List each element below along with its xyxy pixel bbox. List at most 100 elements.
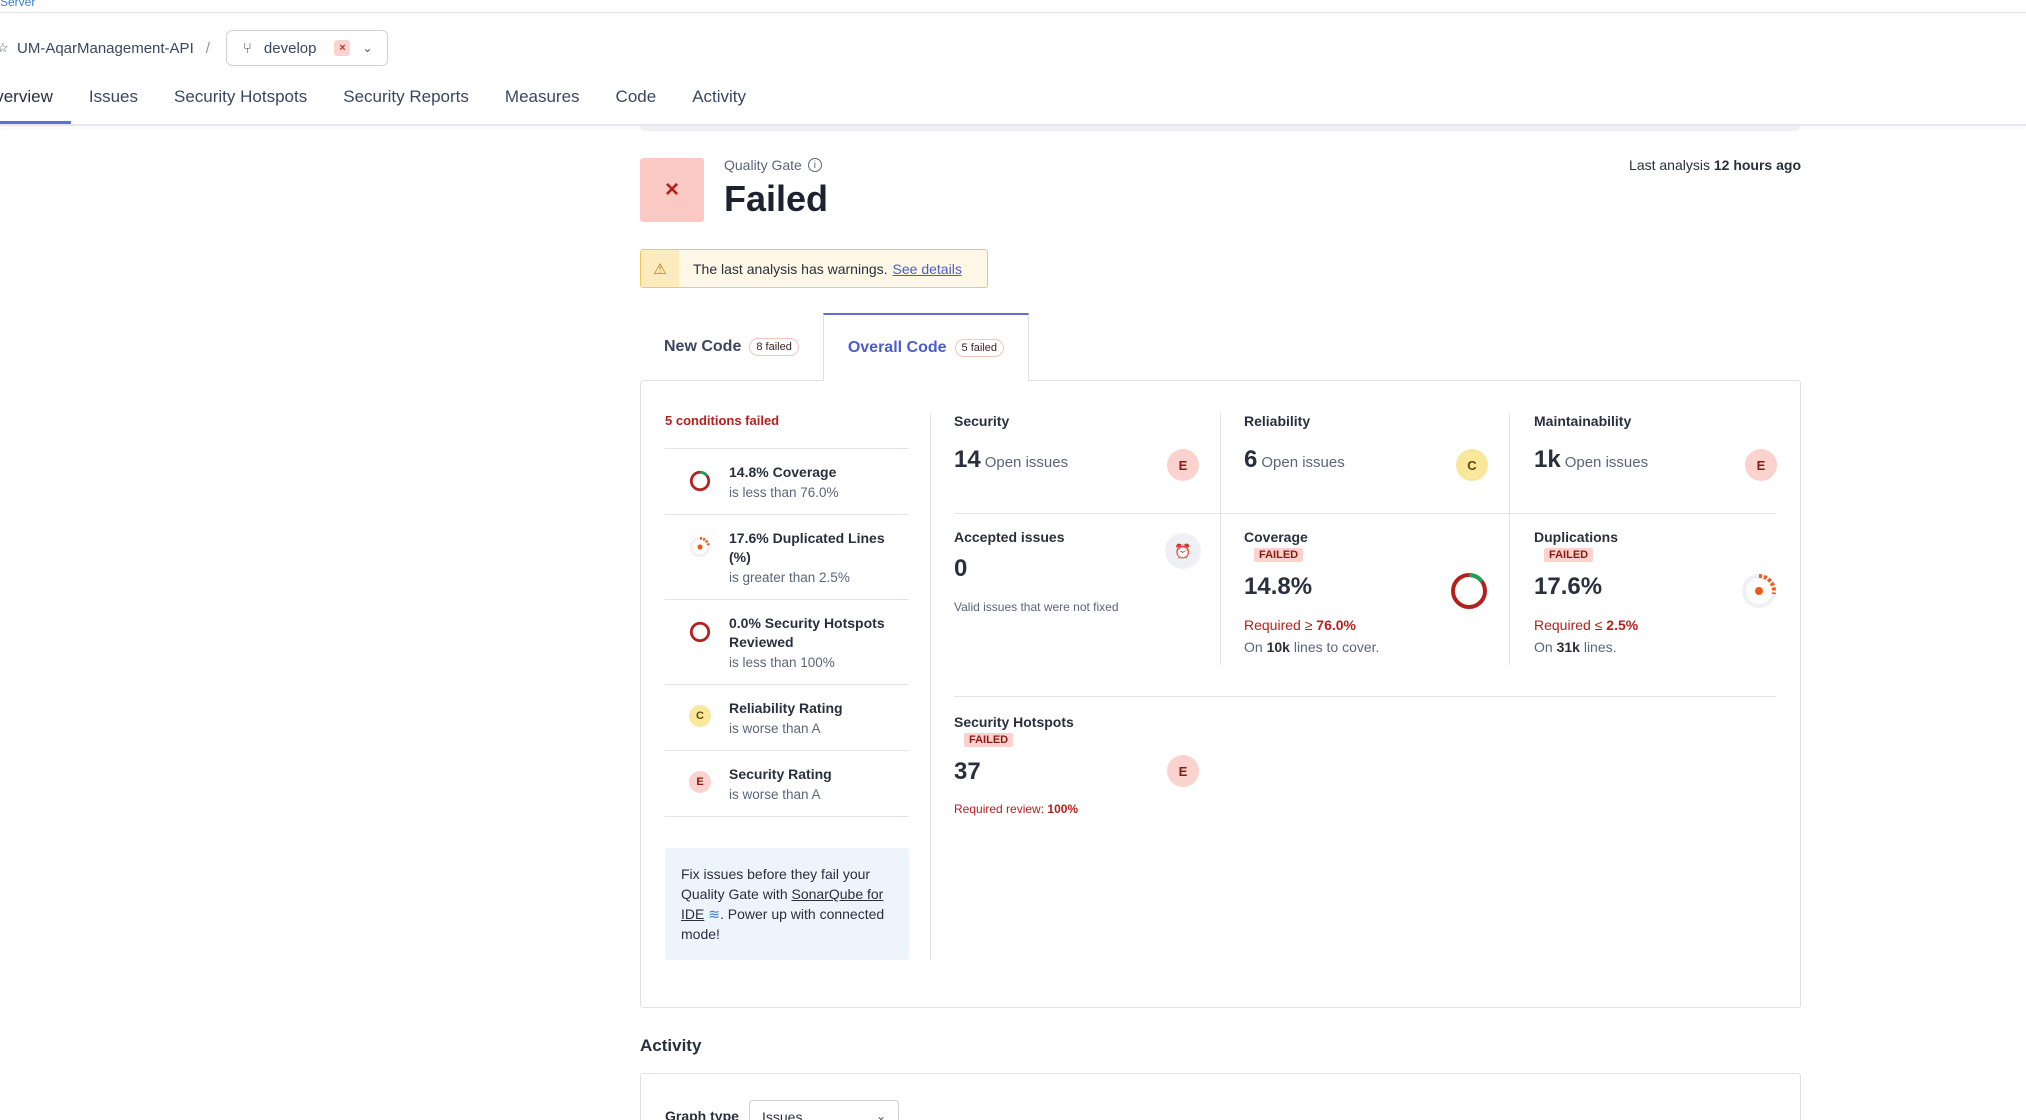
security-rating-badge: E [1167, 449, 1199, 481]
tab-label: New Code [664, 338, 742, 355]
metric-value[interactable]: 14 [954, 446, 981, 473]
breadcrumb: ☆ UM-AqarManagement-API / ⑂ develop × ⌄ [0, 30, 388, 66]
metric-accepted-issues[interactable]: Accepted issues 0 Valid issues that were… [954, 529, 1199, 614]
tab-activity[interactable]: Activity [674, 82, 764, 124]
see-details-link[interactable]: See details [892, 260, 962, 277]
req-label: Required ≤ [1534, 617, 1603, 633]
logo-fragment: Server [0, 0, 36, 9]
metric-value[interactable]: 17.6% [1534, 573, 1603, 600]
hotspots-donut-icon [689, 614, 711, 672]
tab-new-code[interactable]: New Code 8 failed [640, 313, 823, 381]
req-value: 100% [1047, 802, 1079, 816]
quality-gate-status: Failed [724, 178, 829, 219]
condition-hotspots-reviewed[interactable]: 0.0% Security Hotspots Reviewed is less … [665, 600, 909, 685]
tab-overall-code[interactable]: Overall Code 5 failed [822, 313, 1030, 381]
tab-issues[interactable]: Issues [71, 82, 156, 124]
failed-count-badge: 8 failed [749, 338, 799, 356]
quality-gate-label-text: Quality Gate [724, 157, 802, 173]
star-icon[interactable]: ☆ [0, 40, 9, 55]
condition-reliability-rating[interactable]: C Reliability Rating is worse than A [665, 685, 909, 751]
metric-security-hotspots[interactable]: Security Hotspots FAILED 37 Required rev… [954, 714, 1199, 816]
sonarqube-ide-link[interactable]: SonarQube for IDE [681, 886, 884, 922]
row-divider [954, 696, 1776, 697]
coverage-donut-chart [1451, 572, 1487, 609]
condition-rule: is less than 100% [729, 655, 835, 670]
panel-divider [930, 413, 931, 960]
tab-label: Measures [504, 87, 580, 106]
info-icon[interactable]: i [807, 158, 822, 172]
condition-metric: Security Rating [729, 766, 832, 782]
branch-failed-icon: × [334, 40, 351, 56]
conditions-title: 5 conditions failed [665, 413, 780, 428]
req-value: 76.0% [1316, 617, 1356, 633]
tab-security-hotspots[interactable]: Security Hotspots [156, 82, 325, 124]
rating-e-badge: E [689, 771, 711, 793]
condition-rule: is worse than A [729, 721, 821, 736]
sonarqube-ide-tip: Fix issues before they fail your Quality… [665, 848, 909, 960]
tab-security-reports[interactable]: Security Reports [325, 82, 487, 124]
req-label: Required review: [954, 802, 1045, 816]
on-label: On [1244, 639, 1263, 655]
metric-reliability[interactable]: Reliability 6 Open issues [1244, 413, 1489, 474]
failed-count-badge: 5 failed [954, 339, 1005, 357]
metric-title: Security [954, 413, 1010, 429]
req-value: 2.5% [1606, 617, 1639, 633]
condition-rule: is worse than A [729, 787, 821, 802]
tab-label: Issues [88, 87, 138, 106]
tab-label: Security Reports [343, 87, 469, 106]
tab-label: Overall Code [847, 339, 947, 356]
metric-title: Reliability [1244, 413, 1311, 429]
coverage-donut-icon [689, 463, 711, 502]
column-divider [1509, 413, 1510, 665]
tab-label: Activity [692, 87, 747, 106]
branch-name: develop [263, 39, 317, 57]
condition-rule: is less than 76.0% [729, 485, 839, 500]
branch-selector[interactable]: ⑂ develop × ⌄ [225, 30, 388, 66]
metric-title: Duplications [1534, 529, 1619, 545]
condition-metric: 14.8% Coverage [729, 464, 837, 480]
tab-measures[interactable]: Measures [487, 82, 598, 124]
graph-type-value: Issues [762, 1109, 803, 1120]
on-label: On [1534, 639, 1553, 655]
metric-value[interactable]: 0 [954, 555, 968, 582]
metric-note: Valid issues that were not fixed [954, 600, 1119, 614]
duplications-arc [1758, 574, 1776, 595]
metric-coverage[interactable]: Coverage FAILED 14.8% Required ≥ 76.0% O… [1244, 529, 1489, 655]
metric-duplications[interactable]: Duplications FAILED 17.6% Required ≤ 2.5… [1534, 529, 1779, 655]
tab-label: Security Hotspots [174, 87, 308, 106]
metric-sub: Open issues [1564, 454, 1649, 471]
warning-text: The last analysis has warnings. [693, 260, 888, 277]
metric-value[interactable]: 14.8% [1244, 573, 1313, 600]
condition-coverage[interactable]: 14.8% Coverage is less than 76.0% [665, 449, 909, 515]
condition-rule: is greater than 2.5% [729, 570, 850, 585]
project-nav: Overview Issues Security Hotspots Securi… [0, 82, 764, 124]
activity-card: Graph type Issues ⌄ [640, 1073, 1801, 1120]
metric-value[interactable]: 37 [954, 758, 981, 785]
last-analysis-value: 12 hours ago [1713, 157, 1801, 173]
graph-type-select[interactable]: Issues ⌄ [749, 1100, 899, 1120]
project-link[interactable]: UM-AqarManagement-API [17, 39, 194, 57]
branch-icon: ⑂ [242, 39, 252, 57]
metric-sub: Open issues [1261, 454, 1345, 471]
close-icon: × [664, 176, 679, 203]
rating-c-badge: C [689, 705, 711, 727]
on-value: 31k [1556, 639, 1580, 655]
metric-sub: Open issues [984, 454, 1069, 471]
metric-maintainability[interactable]: Maintainability 1k Open issues [1534, 413, 1779, 474]
metric-security[interactable]: Security 14 Open issues [954, 413, 1199, 474]
condition-security-rating[interactable]: E Security Rating is worse than A [665, 751, 909, 817]
tab-code[interactable]: Code [598, 82, 675, 124]
quality-gate-label: Quality Gate i [724, 157, 822, 173]
metric-value[interactable]: 6 [1244, 446, 1258, 473]
rating-icon: C [689, 699, 711, 738]
code-tabs: New Code 8 failed Overall Code 5 failed [640, 313, 1030, 381]
metric-value[interactable]: 1k [1534, 446, 1561, 473]
coverage-arc [1468, 572, 1484, 583]
hotspots-rating-badge: E [1167, 755, 1199, 787]
analysis-warning: ⚠ The last analysis has warnings. See de… [640, 249, 988, 288]
on-value: 10k [1266, 639, 1290, 655]
metric-title: Security Hotspots [954, 714, 1074, 730]
condition-duplications[interactable]: 17.6% Duplicated Lines (%) is greater th… [665, 515, 909, 600]
tip-text: Fix issues before they fail your Quality… [681, 866, 871, 902]
tab-overview[interactable]: Overview [0, 82, 71, 124]
